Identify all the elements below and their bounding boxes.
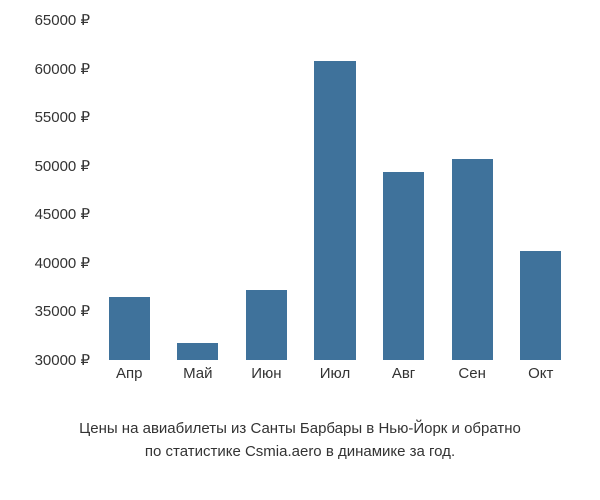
y-tick-label: 45000 ₽ [10, 205, 90, 223]
bar [314, 61, 355, 360]
x-tick-label: Апр [116, 365, 142, 382]
x-axis: Апр Май Июн Июл Авг Сен Окт [95, 365, 575, 390]
y-tick-label: 35000 ₽ [10, 302, 90, 320]
bar [246, 290, 287, 360]
x-tick-label: Авг [392, 365, 415, 382]
x-tick-label: Май [183, 365, 212, 382]
chart-caption: Цены на авиабилеты из Санты Барбары в Нь… [0, 418, 600, 463]
x-tick-label: Окт [528, 365, 553, 382]
bar [520, 251, 561, 360]
caption-line-2: по статистике Csmia.aero в динамике за г… [0, 441, 600, 464]
y-tick-label: 50000 ₽ [10, 157, 90, 175]
y-tick-label: 30000 ₽ [10, 351, 90, 369]
bars-group [95, 20, 575, 360]
x-tick-label: Июн [251, 365, 281, 382]
y-axis: 30000 ₽35000 ₽40000 ₽45000 ₽50000 ₽55000… [10, 20, 90, 360]
y-tick-label: 65000 ₽ [10, 11, 90, 29]
price-chart: 30000 ₽35000 ₽40000 ₽45000 ₽50000 ₽55000… [95, 20, 585, 390]
x-tick-label: Сен [458, 365, 485, 382]
y-tick-label: 60000 ₽ [10, 60, 90, 78]
bar [177, 343, 218, 360]
bar [109, 297, 150, 360]
bar [452, 159, 493, 360]
y-tick-label: 55000 ₽ [10, 108, 90, 126]
plot-area [95, 20, 575, 360]
bar [383, 172, 424, 360]
x-tick-label: Июл [320, 365, 350, 382]
caption-line-1: Цены на авиабилеты из Санты Барбары в Нь… [0, 418, 600, 441]
y-tick-label: 40000 ₽ [10, 254, 90, 272]
